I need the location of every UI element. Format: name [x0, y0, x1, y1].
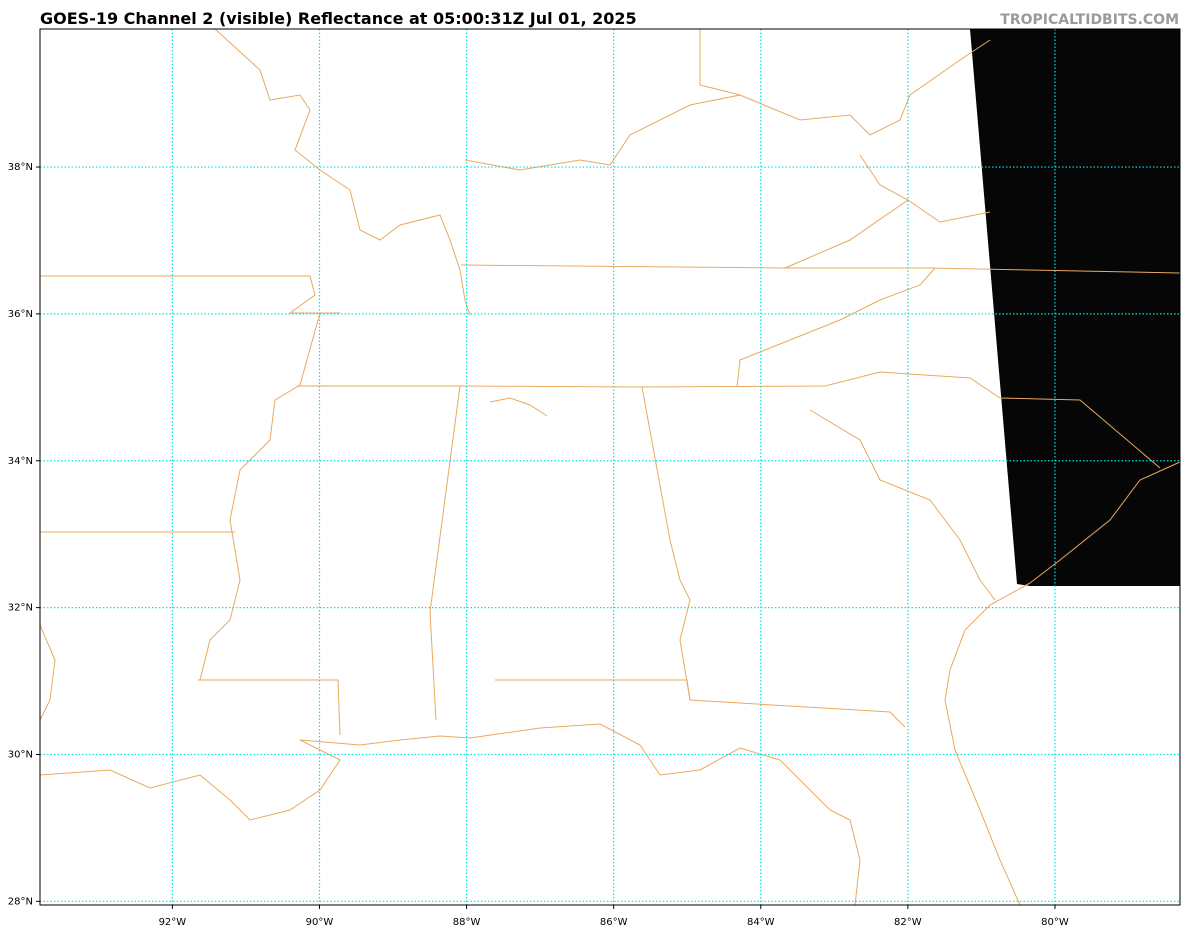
y-tick-label: 34°N	[8, 456, 33, 467]
state-border	[641, 386, 691, 701]
credit: TROPICALTIDBITS.COM	[1000, 12, 1179, 28]
state-border	[297, 371, 1161, 469]
coastline	[39, 723, 861, 906]
y-tick-label: 28°N	[8, 896, 33, 907]
x-tick-label: 86°W	[600, 917, 628, 928]
x-tick-label: 88°W	[453, 917, 481, 928]
state-border	[495, 679, 906, 728]
x-tick-label: 80°W	[1041, 917, 1069, 928]
state-border	[40, 275, 340, 314]
y-tick-label: 30°N	[8, 749, 33, 760]
state-border	[784, 199, 909, 269]
coastline	[944, 582, 1031, 906]
state-border	[699, 29, 991, 136]
borders	[39, 28, 1181, 906]
title: GOES-19 Channel 2 (visible) Reflectance …	[40, 9, 637, 28]
coastline	[1029, 461, 1181, 584]
y-tick-label: 32°N	[8, 603, 33, 614]
x-tick-label: 82°W	[894, 917, 922, 928]
state-border	[199, 312, 321, 681]
coastline	[39, 624, 56, 721]
plot-area	[39, 28, 1181, 906]
state-border	[214, 28, 471, 316]
plot-frame	[39, 28, 1181, 906]
y-tick-label: 38°N	[8, 162, 33, 173]
lake	[489, 397, 548, 417]
state-border	[198, 679, 341, 736]
state-border	[464, 94, 741, 171]
state-border	[809, 409, 996, 601]
no-data-region	[970, 29, 1180, 586]
y-tick-label: 36°N	[8, 309, 33, 320]
x-tick-label: 90°W	[306, 917, 334, 928]
state-border	[736, 267, 936, 388]
x-tick-label: 92°W	[159, 917, 187, 928]
x-tick-label: 84°W	[747, 917, 775, 928]
